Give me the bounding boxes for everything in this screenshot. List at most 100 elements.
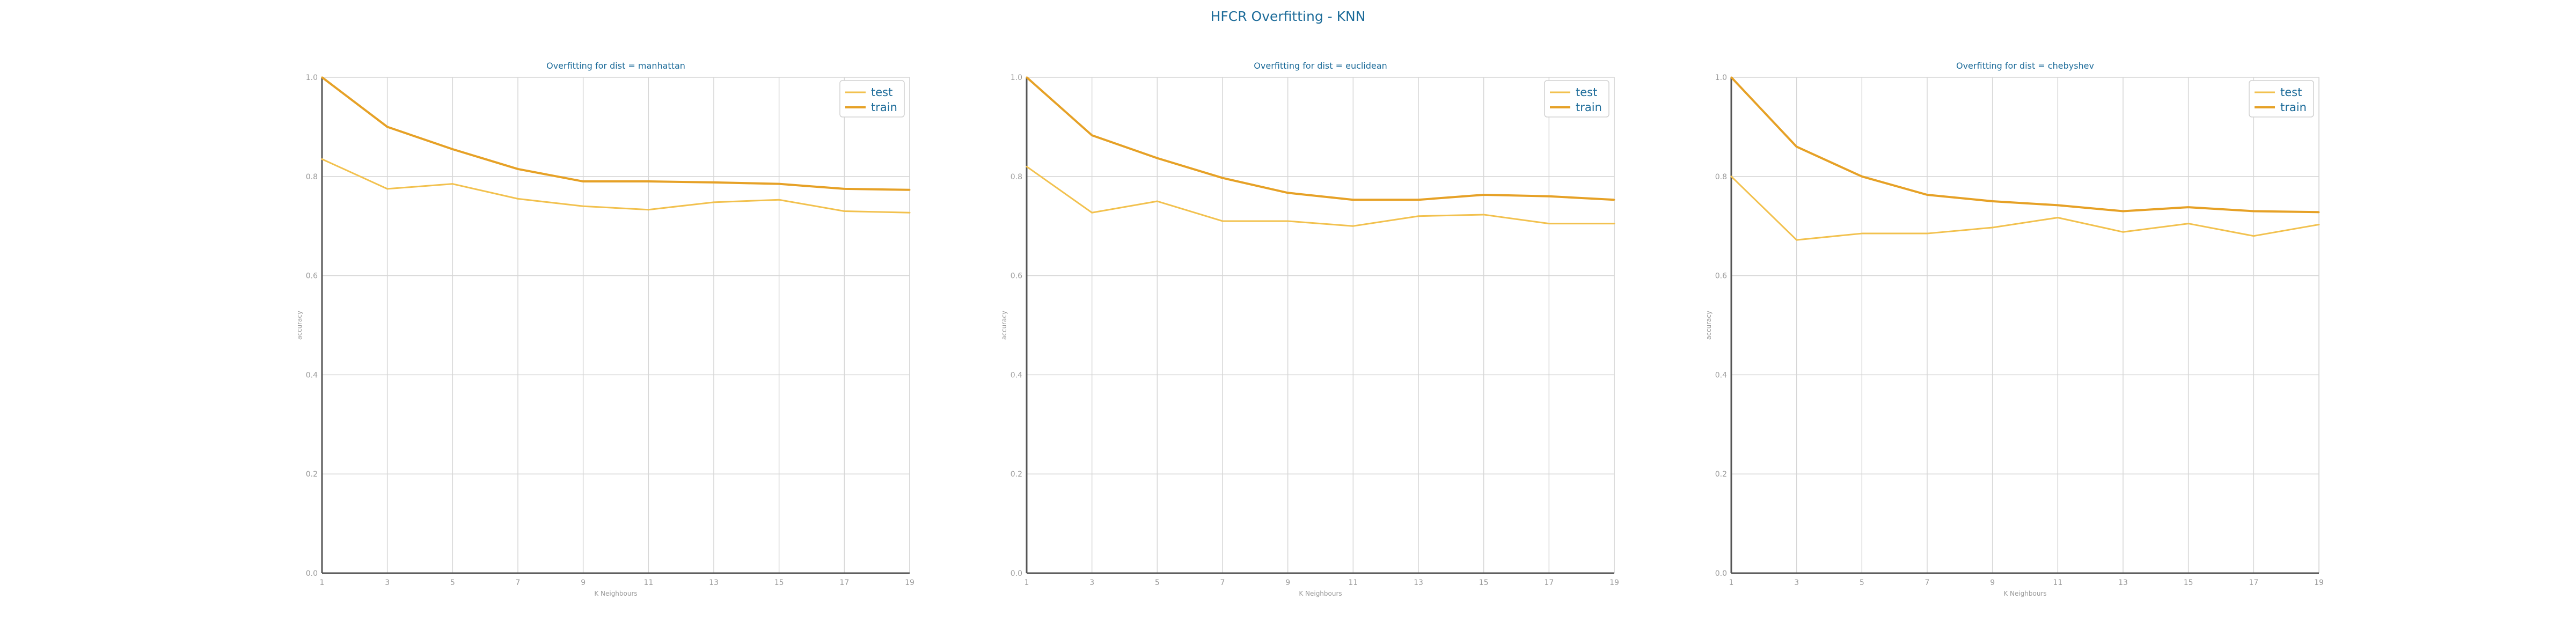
data-point-test <box>2318 223 2320 225</box>
y-tick-label: 0.4 <box>1715 371 1727 379</box>
y-tick-label: 1.0 <box>1011 74 1022 82</box>
legend-label-train: train <box>871 101 897 114</box>
data-point-train <box>1730 76 1732 78</box>
y-tick-label: 0.0 <box>1011 569 1022 578</box>
data-point-train <box>843 188 845 190</box>
data-point-train <box>1796 145 1798 148</box>
data-point-test <box>1156 200 1158 202</box>
legend-label-test: test <box>1576 86 1597 99</box>
data-point-train <box>1483 194 1485 196</box>
data-point-train <box>1926 194 1928 196</box>
legend: test train <box>2249 80 2314 118</box>
data-point-train <box>1026 76 1028 78</box>
data-point-train <box>1861 175 1863 178</box>
x-tick-label: 1 <box>320 579 325 587</box>
y-tick-label: 0.0 <box>306 569 318 578</box>
x-tick-label: 11 <box>2053 579 2062 587</box>
x-tick-label: 17 <box>1544 579 1554 587</box>
x-tick-label: 13 <box>709 579 719 587</box>
y-tick-label: 0.6 <box>306 272 318 281</box>
x-tick-label: 1 <box>1729 579 1734 587</box>
data-point-test <box>1417 215 1419 217</box>
y-tick-label: 0.4 <box>306 371 318 379</box>
data-point-train <box>713 181 715 184</box>
data-point-train <box>1417 199 1419 201</box>
data-point-test <box>1287 220 1289 222</box>
data-point-train <box>386 126 389 128</box>
data-point-test <box>2252 235 2255 237</box>
panel-title: Overfitting for dist = chebyshev <box>1956 61 2094 71</box>
data-point-test <box>909 211 911 214</box>
data-point-train <box>451 148 453 150</box>
data-point-test <box>2187 223 2190 225</box>
data-point-test <box>1352 225 1354 227</box>
data-point-test <box>647 209 649 211</box>
data-point-train <box>909 189 911 191</box>
panel-title: Overfitting for dist = euclidean <box>1254 61 1387 71</box>
x-tick-label: 9 <box>1990 579 1995 587</box>
x-tick-label: 7 <box>516 579 521 587</box>
data-point-train <box>321 76 323 78</box>
y-tick-label: 0.8 <box>1715 173 1727 181</box>
data-point-test <box>1221 220 1224 222</box>
data-point-test <box>1926 232 1928 235</box>
x-tick-label: 15 <box>774 579 784 587</box>
data-point-test <box>778 199 780 201</box>
data-point-test <box>517 197 519 200</box>
data-point-test <box>1091 211 1093 214</box>
data-point-train <box>2187 206 2190 208</box>
series-line-train <box>321 76 910 191</box>
x-tick-label: 1 <box>1024 579 1029 587</box>
series-line-test <box>321 158 910 214</box>
y-tick-label: 0.8 <box>1011 173 1022 181</box>
x-tick-label: 19 <box>2314 579 2324 587</box>
x-tick-label: 5 <box>1155 579 1160 587</box>
data-point-train <box>1091 134 1093 136</box>
x-tick-label: 7 <box>1220 579 1225 587</box>
data-point-test <box>1548 223 1550 225</box>
x-axis-label: K Neighbours <box>1299 590 1342 597</box>
y-axis-label: accuracy <box>296 311 303 340</box>
data-point-train <box>2252 210 2255 212</box>
data-point-train <box>1287 192 1289 194</box>
x-tick-label: 9 <box>1285 579 1290 587</box>
y-tick-label: 0.2 <box>1011 470 1022 479</box>
data-point-test <box>582 205 584 207</box>
y-tick-label: 1.0 <box>1715 74 1727 82</box>
y-tick-label: 0.4 <box>1011 371 1022 379</box>
x-axis-label: K Neighbours <box>594 590 637 597</box>
data-point-test <box>1796 239 1798 241</box>
legend: test train <box>1544 80 1609 118</box>
chart-panel-1: 1 3 5 7 9 11 13 15 17 190.00.20.40.60.81.0Overfit… <box>296 61 914 597</box>
data-point-test <box>451 183 453 185</box>
x-tick-label: 3 <box>1794 579 1799 587</box>
y-axis-label: accuracy <box>1000 311 1008 340</box>
x-tick-label: 7 <box>1925 579 1930 587</box>
data-point-train <box>1352 199 1354 201</box>
chart-panel-2: 1 3 5 7 9 11 13 15 17 190.00.20.40.60.81.0Overfit… <box>1000 61 1619 597</box>
figure-suptitle: HFCR Overfitting - KNN <box>1210 9 1366 24</box>
data-point-train <box>582 180 584 182</box>
data-point-train <box>1613 199 1615 201</box>
y-tick-label: 0.6 <box>1715 272 1727 281</box>
series-line-train <box>1026 76 1615 201</box>
data-point-test <box>386 188 389 190</box>
data-point-test <box>1026 165 1028 167</box>
y-tick-label: 0.0 <box>1715 569 1727 578</box>
data-point-train <box>1221 177 1224 179</box>
data-point-test <box>843 210 845 212</box>
data-point-train <box>1992 200 1994 202</box>
legend-label-train: train <box>1576 101 1602 114</box>
data-point-train <box>778 183 780 185</box>
data-point-test <box>1613 223 1615 225</box>
data-point-train <box>2057 204 2059 206</box>
legend-label-train: train <box>2280 101 2307 114</box>
data-point-test <box>2057 216 2059 218</box>
x-tick-label: 19 <box>1609 579 1619 587</box>
data-point-train <box>647 180 649 182</box>
series-line-test <box>1026 166 1614 227</box>
legend-label-test: test <box>2280 86 2302 99</box>
x-tick-label: 15 <box>2184 579 2193 587</box>
